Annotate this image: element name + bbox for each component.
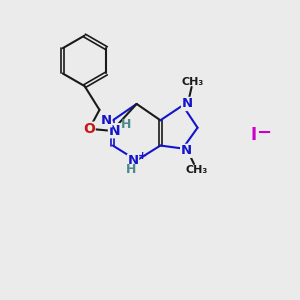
Text: N: N <box>181 144 192 158</box>
Text: N: N <box>182 98 193 110</box>
Text: N: N <box>101 114 112 127</box>
Text: N: N <box>109 124 120 138</box>
Text: H: H <box>126 164 136 176</box>
Text: CH₃: CH₃ <box>181 76 203 87</box>
Text: −: − <box>256 124 271 142</box>
Text: +: + <box>138 151 147 161</box>
Text: CH₃: CH₃ <box>185 165 208 175</box>
Text: N: N <box>128 154 139 167</box>
Text: O: O <box>83 122 95 136</box>
Text: I: I <box>251 126 257 144</box>
Text: H: H <box>121 118 131 131</box>
